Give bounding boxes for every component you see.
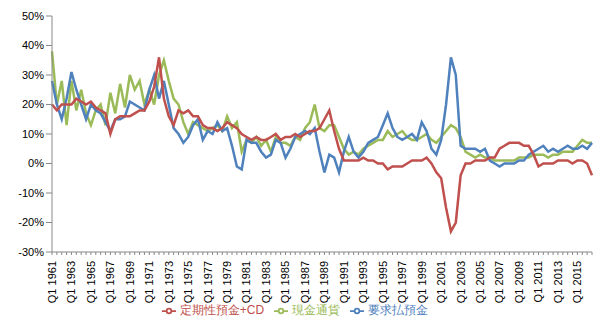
svg-text:30%: 30% bbox=[22, 69, 44, 81]
svg-text:50%: 50% bbox=[22, 10, 44, 22]
svg-text:Q1 2009: Q1 2009 bbox=[513, 261, 525, 303]
svg-text:Q1 1965: Q1 1965 bbox=[85, 261, 97, 303]
svg-text:Q1 1991: Q1 1991 bbox=[338, 261, 350, 303]
svg-text:40%: 40% bbox=[22, 39, 44, 51]
svg-text:Q1 1997: Q1 1997 bbox=[396, 261, 408, 303]
svg-text:-30%: -30% bbox=[18, 246, 44, 258]
svg-text:Q1 1969: Q1 1969 bbox=[124, 261, 136, 303]
svg-text:Q1 1987: Q1 1987 bbox=[299, 261, 311, 303]
svg-text:Q1 2007: Q1 2007 bbox=[493, 261, 505, 303]
svg-text:Q1 1995: Q1 1995 bbox=[377, 261, 389, 303]
svg-text:Q1 1975: Q1 1975 bbox=[182, 261, 194, 303]
svg-text:Q1 1993: Q1 1993 bbox=[357, 261, 369, 303]
svg-text:Q1 2001: Q1 2001 bbox=[435, 261, 447, 303]
svg-text:Q1 2003: Q1 2003 bbox=[454, 261, 466, 303]
svg-text:Q1 1979: Q1 1979 bbox=[221, 261, 233, 303]
svg-text:Q1 1981: Q1 1981 bbox=[240, 261, 252, 303]
svg-text:Q1 1973: Q1 1973 bbox=[163, 261, 175, 303]
svg-text:10%: 10% bbox=[22, 128, 44, 140]
svg-text:-20%: -20% bbox=[18, 216, 44, 228]
svg-text:Q1 1999: Q1 1999 bbox=[416, 261, 428, 303]
svg-text:0%: 0% bbox=[28, 157, 44, 169]
html-text:現金通貨: 現金通貨 bbox=[292, 303, 341, 317]
svg-text:Q1 1963: Q1 1963 bbox=[65, 261, 77, 303]
svg-text:Q1 1961: Q1 1961 bbox=[46, 261, 58, 303]
svg-text:Q1 1967: Q1 1967 bbox=[104, 261, 116, 303]
svg-text:Q1 1989: Q1 1989 bbox=[318, 261, 330, 303]
svg-text:Q1 2005: Q1 2005 bbox=[474, 261, 486, 303]
svg-text:Q1 1977: Q1 1977 bbox=[202, 261, 214, 303]
svg-text:Q1 1985: Q1 1985 bbox=[279, 261, 291, 303]
svg-text:Q1 2015: Q1 2015 bbox=[571, 261, 583, 303]
html-text:要求払預金: 要求払預金 bbox=[368, 303, 429, 317]
svg-text:Q1 2011: Q1 2011 bbox=[532, 261, 544, 302]
svg-text:-10%: -10% bbox=[18, 187, 44, 199]
html-text:定期性預金+CD: 定期性預金+CD bbox=[179, 303, 265, 317]
svg-text:20%: 20% bbox=[22, 98, 44, 110]
svg-text:Q1 1983: Q1 1983 bbox=[260, 261, 272, 303]
svg-text:Q1 2013: Q1 2013 bbox=[552, 261, 564, 303]
svg-text:Q1 1971: Q1 1971 bbox=[143, 261, 155, 303]
